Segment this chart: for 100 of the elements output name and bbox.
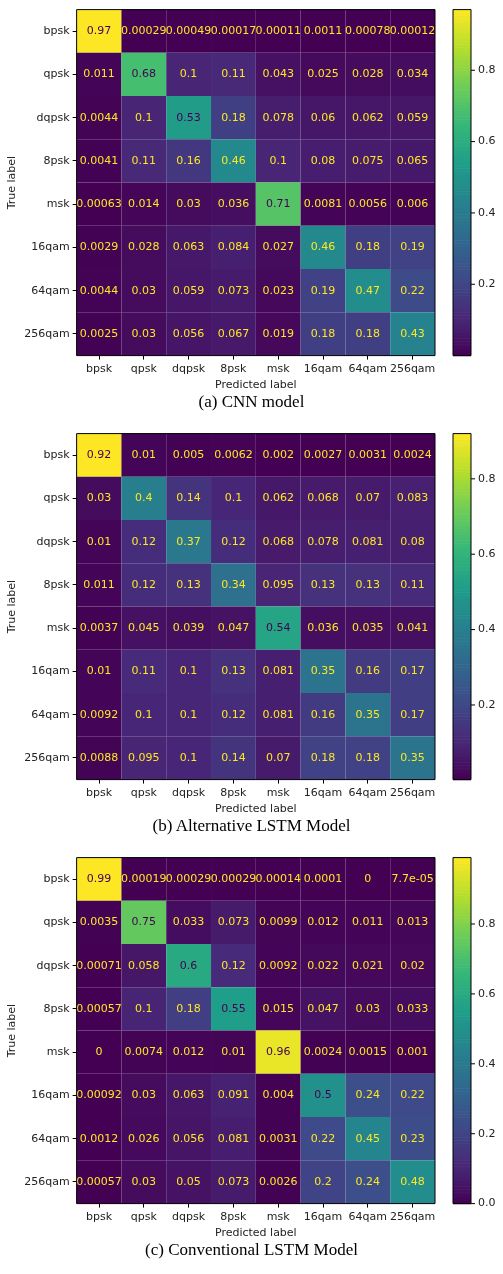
data-label: 0.23 — [400, 1131, 425, 1145]
data-label: 0.073 — [217, 915, 250, 929]
data-label: 0.96 — [265, 1045, 291, 1059]
data-label: 0.01 — [131, 448, 157, 462]
data-label: 0.0062 — [214, 448, 253, 462]
data-label: 0.54 — [265, 621, 291, 635]
data-label: 0.013 — [396, 915, 429, 929]
data-label: 0.08 — [400, 534, 425, 548]
data-label: 0.05 — [176, 1174, 201, 1188]
x-tick-label: 8psk — [220, 1210, 248, 1224]
data-label: 0.0081 — [303, 197, 343, 211]
data-label: 0.45 — [355, 1131, 381, 1145]
data-label: 0.00017 — [210, 24, 257, 38]
y-tick-label: dqpsk — [36, 110, 71, 124]
data-label: 0.0015 — [348, 1045, 388, 1059]
data-label: 0.011 — [83, 577, 115, 591]
y-tick-label: 8psk — [43, 1001, 71, 1015]
data-label: 0.00019 — [121, 872, 167, 886]
y-tick-label: msk — [46, 621, 71, 635]
data-label: 0.00011 — [255, 24, 301, 38]
data-label: 0.0011 — [303, 24, 343, 38]
color-bar-label: 0.8 — [478, 63, 496, 77]
color-bar-label: 0.8 — [478, 471, 496, 485]
data-label: 0.0044 — [79, 283, 119, 297]
color-bar-label: 0.4 — [478, 205, 496, 219]
data-label: 0.03 — [176, 197, 201, 211]
data-label: 0.48 — [400, 1174, 425, 1188]
y-tick-label: 256qam — [24, 326, 70, 340]
data-label: 0.13 — [176, 577, 201, 591]
data-label: 0.00063 — [76, 197, 122, 211]
data-label: 0.0026 — [258, 1174, 298, 1188]
y-tick-label: qpsk — [43, 915, 71, 929]
x-tick-label: 64qam — [348, 1210, 388, 1224]
data-label: 0.041 — [396, 621, 429, 635]
data-label: 0.0012 — [79, 1131, 119, 1145]
data-label: 0.081 — [262, 707, 294, 721]
data-label: 0.081 — [352, 534, 384, 548]
data-label: 0.084 — [217, 240, 250, 254]
data-label: 0.34 — [221, 577, 246, 591]
data-label: 0.067 — [217, 326, 250, 340]
y-axis-title: True label — [5, 155, 19, 211]
data-label: 0.00092 — [76, 1088, 122, 1102]
data-label: 0.095 — [128, 750, 160, 764]
data-label: 0.1 — [269, 153, 287, 167]
data-label: 0.1 — [135, 707, 153, 721]
data-label: 0.033 — [396, 1001, 429, 1015]
data-label: 0.12 — [221, 958, 246, 972]
data-label: 0.028 — [352, 67, 384, 81]
x-tick-label: 16qam — [303, 362, 343, 376]
data-label: 0.13 — [355, 577, 381, 591]
data-label: 0.026 — [128, 1131, 160, 1145]
x-tick-label: 8psk — [220, 786, 248, 800]
data-label: 0.92 — [86, 448, 112, 462]
data-label: 0.012 — [172, 1045, 205, 1059]
data-label: 0.078 — [262, 110, 294, 124]
data-label: 0.00029 — [121, 24, 167, 38]
x-tick-label: msk — [266, 362, 291, 376]
data-label: 0.12 — [221, 707, 246, 721]
data-label: 0.03 — [131, 1088, 157, 1102]
data-label: 0.18 — [355, 240, 381, 254]
y-tick-label: bpsk — [43, 24, 71, 38]
color-bar-label: 0.2 — [478, 697, 496, 711]
data-label: 0.75 — [131, 915, 157, 929]
x-axis-title: Predicted label — [214, 802, 297, 816]
data-label: 0.12 — [131, 577, 157, 591]
data-label: 0.047 — [217, 621, 250, 635]
color-bar-label: 0.6 — [478, 134, 496, 148]
data-label: 0.073 — [217, 283, 250, 297]
data-label: 0.46 — [310, 240, 336, 254]
y-tick-label: 256qam — [24, 750, 70, 764]
data-label: 0.46 — [221, 153, 246, 167]
data-label: 0.35 — [355, 707, 381, 721]
data-label: 0.18 — [310, 326, 336, 340]
data-label: 0.073 — [217, 1174, 250, 1188]
data-label: 0.6 — [179, 958, 198, 972]
data-label: 0.11 — [131, 664, 157, 678]
data-label: 0.081 — [262, 664, 294, 678]
data-label: 0.0092 — [79, 707, 119, 721]
y-tick-label: 16qam — [31, 664, 70, 678]
data-label: 0.11 — [221, 67, 246, 81]
data-label: 0.14 — [221, 750, 246, 764]
data-label: 0.00029 — [165, 872, 212, 886]
x-tick-label: 8psk — [220, 362, 248, 376]
color-bar-label: 0.2 — [478, 277, 496, 291]
data-label: 0.03 — [131, 326, 157, 340]
data-label: 0.034 — [396, 67, 429, 81]
y-tick-label: 16qam — [31, 1088, 70, 1102]
data-label: 0.55 — [221, 1001, 246, 1015]
y-tick-label: msk — [46, 1045, 71, 1059]
data-label: 0.001 — [396, 1045, 429, 1059]
color-bar-label: 0.4 — [478, 1056, 496, 1070]
data-label: 0.18 — [221, 110, 246, 124]
data-label: 0.0041 — [79, 153, 119, 167]
data-label: 0.0024 — [303, 1045, 343, 1059]
data-label: 0.18 — [176, 1001, 201, 1015]
data-label: 0.1 — [179, 67, 198, 81]
color-bar-label: 0.6 — [478, 986, 496, 1000]
data-label: 0.13 — [310, 577, 336, 591]
data-label: 0.5 — [314, 1088, 332, 1102]
data-label: 0.00012 — [389, 24, 436, 38]
